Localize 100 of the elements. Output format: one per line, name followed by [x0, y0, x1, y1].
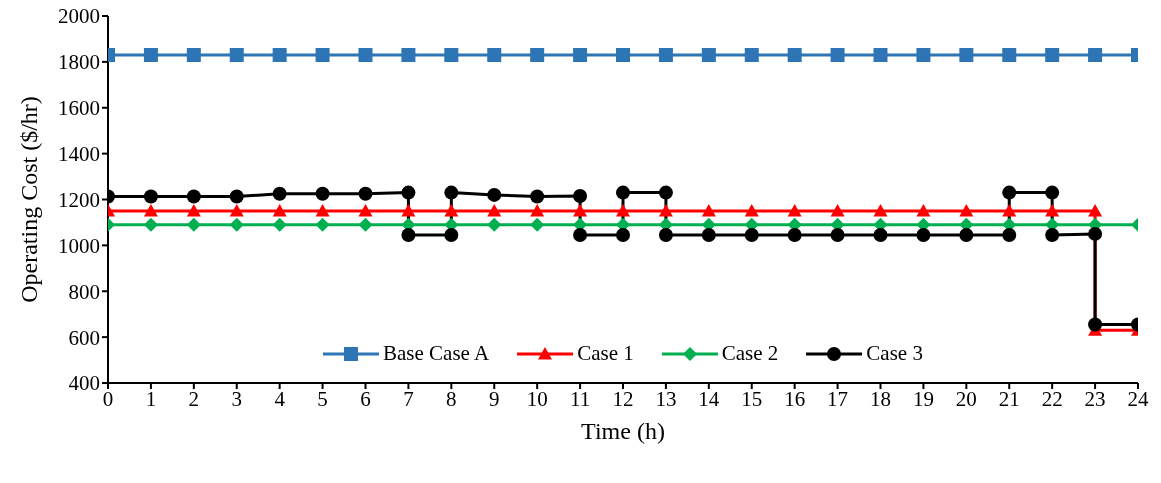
- point: [1045, 228, 1060, 243]
- x-tick-label: 16: [784, 386, 806, 411]
- point: [573, 189, 588, 204]
- point: [959, 47, 974, 62]
- x-tick-label: 9: [489, 386, 500, 411]
- point: [272, 186, 287, 201]
- point: [787, 228, 802, 243]
- point: [616, 203, 630, 217]
- point: [573, 47, 588, 62]
- point: [315, 47, 330, 62]
- x-tick-label: 5: [317, 386, 328, 411]
- x-tick-label: 0: [102, 386, 114, 411]
- x-tick-label: 12: [612, 386, 634, 411]
- x-axis-title: Time (h): [581, 418, 665, 444]
- y-axis-title: Operating Cost ($/hr): [15, 96, 42, 303]
- y-tick-label: 1800: [58, 50, 100, 75]
- point: [401, 228, 416, 243]
- point: [272, 47, 287, 62]
- x-tick-label: 23: [1084, 386, 1106, 411]
- point: [143, 47, 158, 62]
- point: [830, 47, 845, 62]
- x-tick-label: 10: [526, 386, 548, 411]
- point: [787, 203, 802, 217]
- x-tick-label: 24: [1127, 386, 1149, 411]
- point: [229, 189, 244, 204]
- point: [701, 203, 716, 217]
- point: [229, 217, 244, 232]
- point: [143, 203, 158, 217]
- point: [487, 187, 502, 202]
- x-tick-label: 17: [827, 386, 849, 411]
- y-tick-label: 1600: [58, 96, 100, 121]
- point: [530, 217, 545, 232]
- y-tick-label: 1000: [58, 233, 100, 258]
- point: [272, 217, 287, 232]
- point: [873, 203, 888, 217]
- point: [916, 47, 931, 62]
- point: [658, 185, 673, 200]
- point: [916, 228, 931, 243]
- point: [1002, 228, 1017, 243]
- x-tick-label: 20: [955, 386, 977, 411]
- legend-label: Case 2: [721, 341, 779, 366]
- point: [143, 217, 158, 232]
- y-tick-label: 800: [68, 279, 100, 304]
- point: [701, 47, 716, 62]
- point: [530, 47, 545, 62]
- x-tick-label: 2: [188, 386, 200, 411]
- point: [530, 189, 545, 204]
- point: [186, 47, 201, 62]
- point: [573, 203, 588, 217]
- point: [658, 203, 673, 217]
- point: [358, 203, 373, 217]
- point: [444, 203, 459, 217]
- point: [616, 228, 630, 243]
- y-tick-label: 1200: [58, 187, 100, 212]
- point: [1002, 185, 1017, 200]
- point: [229, 47, 244, 62]
- x-tick-label: 14: [698, 386, 720, 411]
- point: [616, 47, 630, 62]
- point: [401, 47, 416, 62]
- x-tick-label: 13: [655, 386, 677, 411]
- point: [272, 203, 287, 217]
- legend-label: Case 3: [866, 341, 923, 366]
- point: [315, 203, 330, 217]
- point: [487, 217, 502, 232]
- point: [1088, 226, 1103, 241]
- point: [744, 228, 759, 243]
- point: [658, 228, 673, 243]
- point: [1045, 47, 1060, 62]
- legend-label: Case 1: [577, 341, 634, 366]
- point: [959, 228, 974, 243]
- point: [358, 186, 373, 201]
- x-tick-label: 11: [569, 386, 591, 411]
- point: [487, 203, 502, 217]
- point: [1045, 185, 1060, 200]
- point: [401, 185, 416, 200]
- point: [315, 217, 330, 232]
- point: [186, 203, 201, 217]
- point: [1088, 317, 1103, 332]
- point: [1045, 203, 1060, 217]
- point: [1002, 47, 1017, 62]
- point: [444, 228, 459, 243]
- point: [358, 47, 373, 62]
- point: [358, 217, 373, 232]
- point: [959, 203, 974, 217]
- point: [873, 47, 888, 62]
- point: [143, 189, 158, 204]
- point: [744, 47, 759, 62]
- point: [444, 185, 459, 200]
- point: [186, 189, 201, 204]
- point: [916, 203, 931, 217]
- point: [229, 203, 244, 217]
- point: [787, 47, 802, 62]
- point: [744, 203, 759, 217]
- x-tick-label: 1: [145, 386, 157, 411]
- x-tick-label: 15: [741, 386, 763, 411]
- point: [315, 186, 330, 201]
- point: [658, 47, 673, 62]
- point: [1088, 203, 1103, 217]
- point: [530, 203, 545, 217]
- point: [873, 228, 888, 243]
